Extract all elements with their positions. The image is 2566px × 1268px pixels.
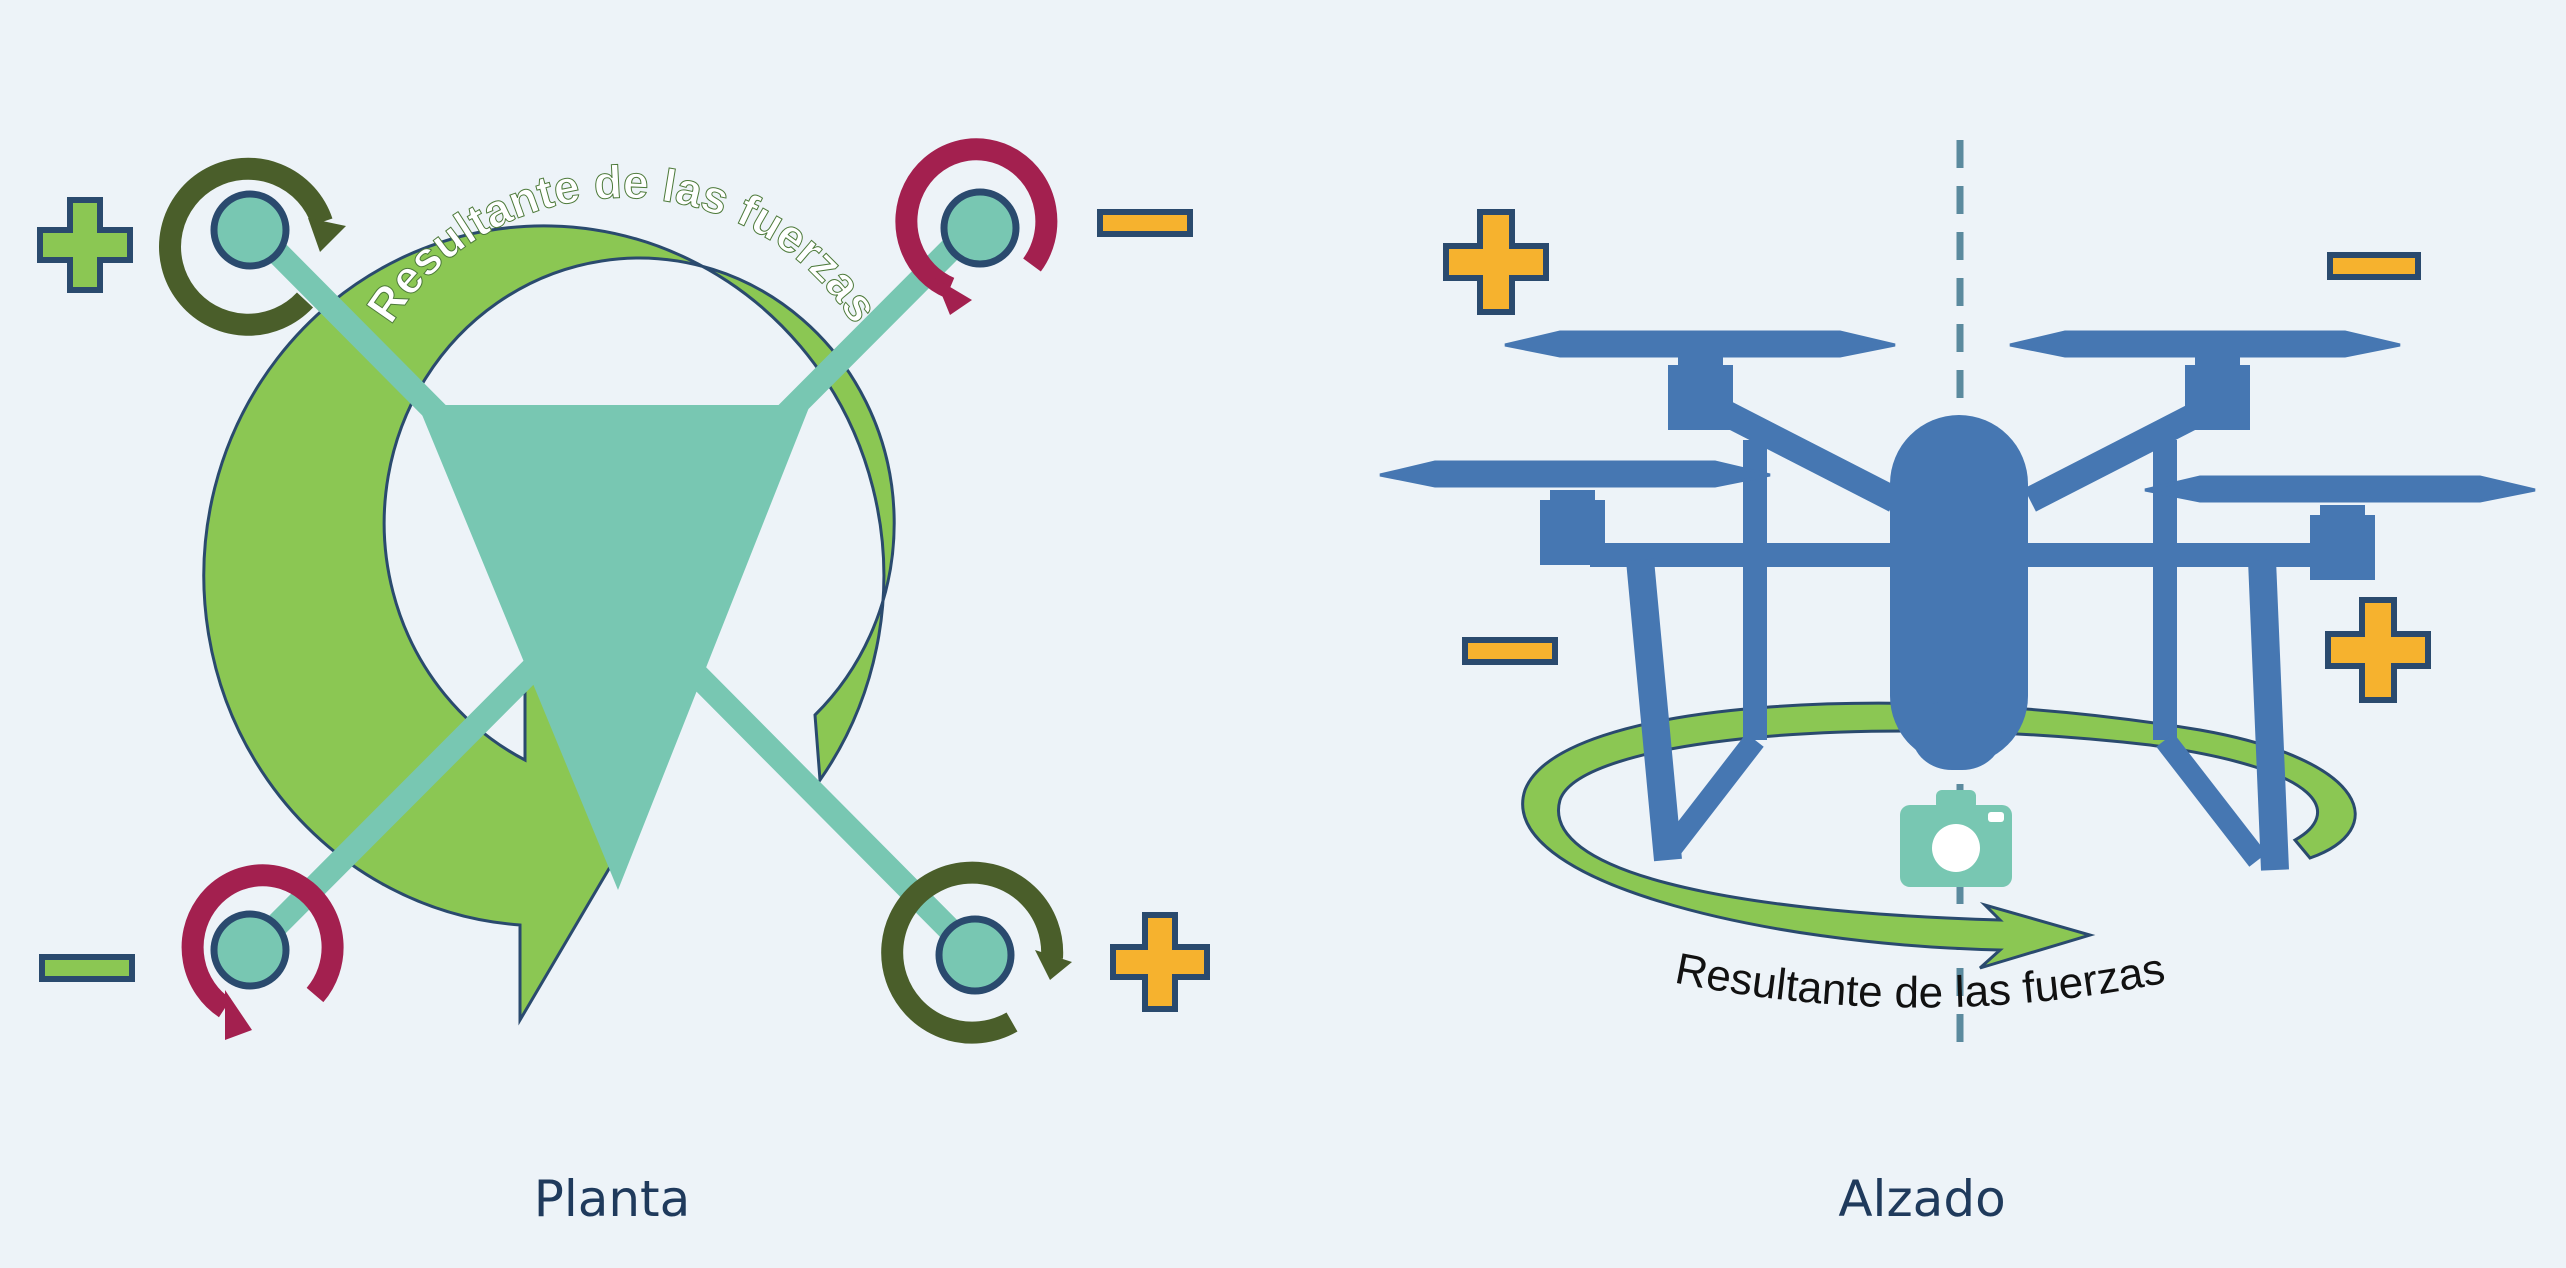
rotor-top-left [159, 157, 346, 336]
plus-sign-rear-right [2325, 597, 2431, 703]
rotor-bottom-left [181, 864, 344, 1040]
rotor-top-right [895, 138, 1058, 315]
plus-sign-front-left [1443, 209, 1549, 315]
minus-sign-top-right [1097, 209, 1193, 237]
minus-sign-bottom-left [39, 954, 135, 982]
plus-sign-top-left [37, 197, 133, 293]
plus-sign-bottom-right [1110, 912, 1210, 1012]
plan-view: Resultante de las fuerzas [37, 138, 1210, 1044]
elevation-view: Resultante de las fuerzas [1379, 140, 2536, 1045]
drone-elevation [1379, 330, 2536, 871]
plan-caption: Planta [533, 1170, 691, 1228]
rotor-bottom-right [881, 861, 1072, 1044]
minus-sign-front-right [2327, 252, 2421, 280]
drone-body-triangle [418, 405, 810, 890]
camera-icon [1900, 790, 2012, 887]
elevation-resultant-label: Resultante de las fuerzas [1671, 944, 2168, 1018]
elevation-caption: Alzado [1838, 1170, 2006, 1228]
minus-sign-rear-left [1462, 637, 1558, 665]
